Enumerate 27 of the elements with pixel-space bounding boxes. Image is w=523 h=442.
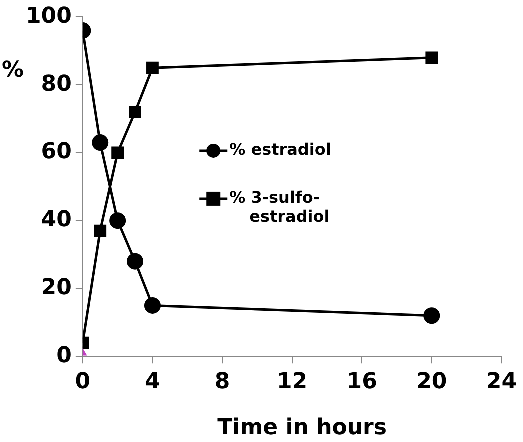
x-tick-label: 12 bbox=[276, 370, 308, 395]
x-tick-label: 16 bbox=[346, 370, 378, 395]
point bbox=[424, 308, 440, 324]
point bbox=[94, 224, 107, 238]
legend-label: % 3-sulfo-estradiol bbox=[230, 188, 330, 226]
point bbox=[144, 297, 161, 314]
point bbox=[129, 106, 142, 118]
x-tick-label: 20 bbox=[416, 370, 448, 395]
point bbox=[92, 134, 109, 152]
y-axis-title: % bbox=[2, 58, 24, 84]
x-tick-label: 4 bbox=[145, 370, 160, 395]
point bbox=[426, 52, 438, 64]
y-tick-label: 20 bbox=[41, 275, 72, 300]
y-tick-label: 60 bbox=[41, 140, 72, 165]
x-tick-label: 8 bbox=[214, 370, 230, 395]
x-tick-label: 0 bbox=[75, 370, 91, 395]
y-tick-label: 40 bbox=[41, 208, 72, 233]
x-tick-label: 24 bbox=[486, 370, 518, 395]
point bbox=[110, 212, 126, 230]
point bbox=[127, 253, 144, 270]
y-tick-label: 100 bbox=[26, 4, 72, 29]
y-tick-label: 0 bbox=[56, 343, 72, 368]
legend-label: % estradiol bbox=[230, 140, 332, 160]
x-axis-title: Time in hours bbox=[218, 416, 387, 441]
y-tick-label: 80 bbox=[41, 72, 72, 97]
point bbox=[112, 146, 124, 160]
point bbox=[146, 62, 159, 74]
